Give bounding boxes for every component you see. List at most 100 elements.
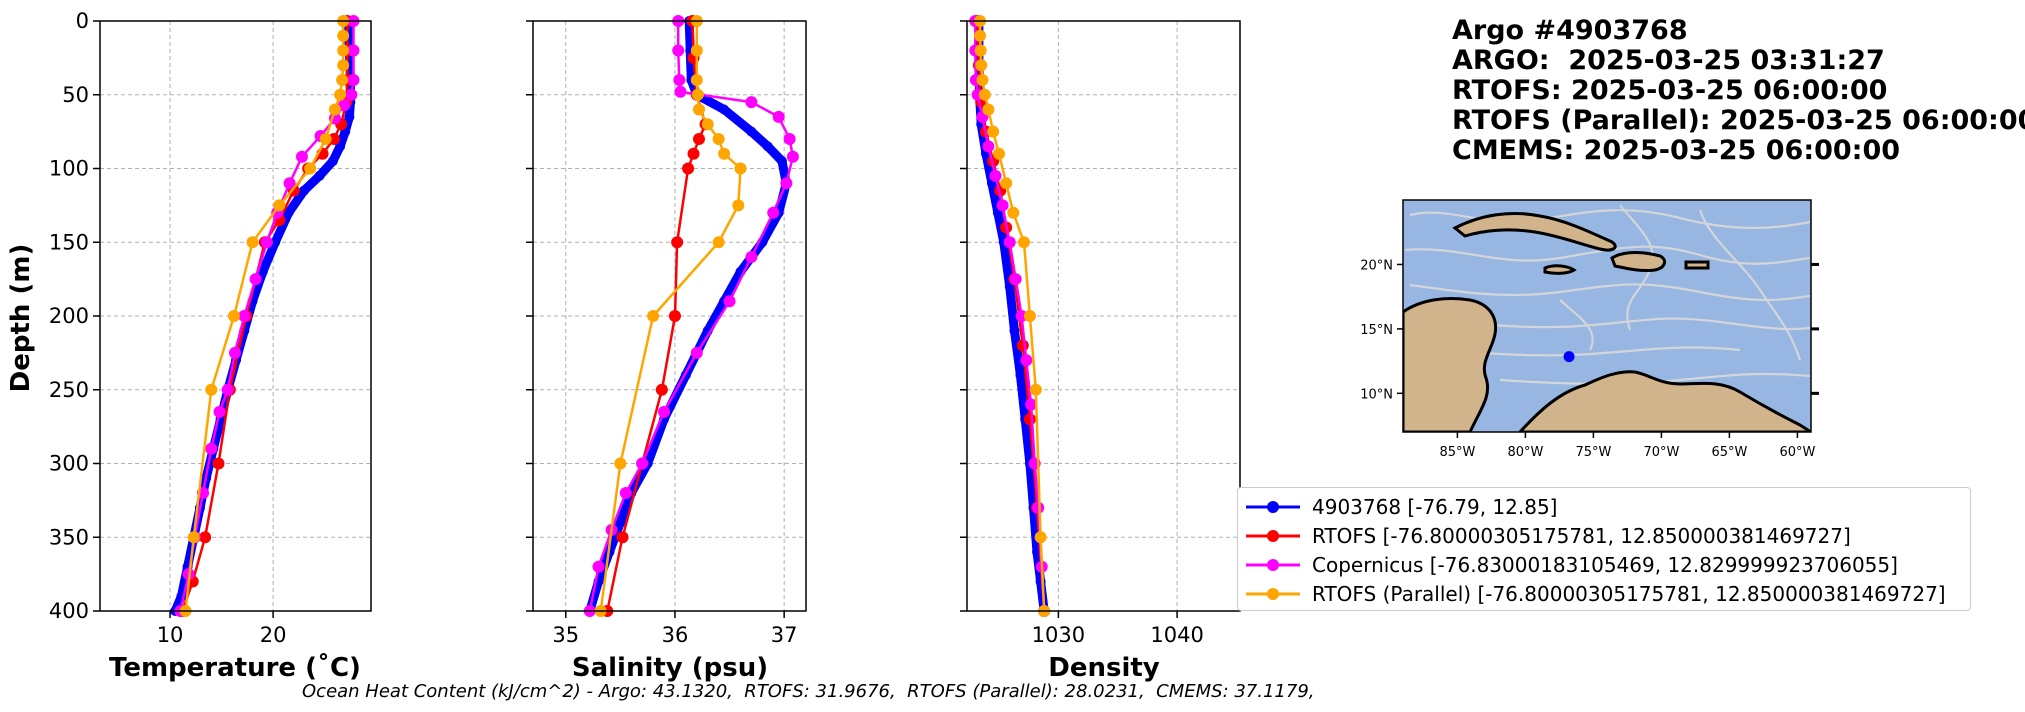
data-point	[304, 162, 317, 175]
data-point	[974, 44, 987, 57]
series-line	[978, 21, 1046, 612]
data-point	[783, 133, 796, 145]
data-point	[673, 74, 686, 86]
data-point	[647, 310, 660, 322]
data-point	[745, 96, 758, 109]
data-point	[205, 442, 218, 455]
x-tick-label: 10	[157, 623, 184, 647]
data-point	[1020, 354, 1033, 367]
map-lon-label: 70°W	[1643, 445, 1679, 460]
data-point	[982, 103, 995, 116]
data-point	[712, 236, 725, 249]
data-point	[978, 88, 991, 101]
data-point	[712, 133, 725, 145]
x-tick-label: 20	[260, 623, 287, 647]
data-point	[213, 405, 226, 418]
data-point	[701, 118, 714, 131]
ocean-heat-content-footer: Ocean Heat Content (kJ/cm^2) - Argo: 43.…	[302, 681, 1315, 702]
data-point	[674, 85, 687, 98]
data-point	[249, 273, 262, 286]
data-point	[334, 88, 347, 101]
data-point	[1003, 236, 1016, 249]
data-point	[238, 310, 251, 322]
data-point	[690, 74, 703, 86]
data-point	[299, 185, 310, 196]
data-point	[327, 133, 340, 145]
data-point	[987, 125, 1000, 138]
map-lon-label: 65°W	[1711, 445, 1747, 460]
data-point	[1017, 236, 1030, 249]
data-point	[776, 156, 787, 167]
data-point	[996, 199, 1009, 212]
map-lon-label: 60°W	[1779, 445, 1815, 460]
data-point	[337, 44, 350, 57]
y-tick-label: 200	[49, 304, 89, 328]
data-point	[615, 517, 626, 528]
data-point	[1009, 273, 1022, 286]
series-density-3	[974, 15, 1051, 617]
data-point	[1029, 383, 1042, 396]
panel-density: 1030 1040	[960, 15, 1241, 647]
data-point	[786, 150, 799, 163]
data-point	[734, 162, 747, 175]
map-lat-label: 20°N	[1360, 258, 1393, 273]
data-point	[655, 383, 668, 396]
data-point	[668, 310, 681, 322]
data-point	[682, 162, 695, 175]
data-point	[690, 346, 703, 359]
map-lon-label: 85°W	[1439, 445, 1475, 460]
data-point	[205, 383, 218, 396]
data-point	[347, 44, 360, 57]
data-point	[273, 199, 286, 212]
data-point	[212, 457, 225, 470]
x-tick-label: 36	[662, 623, 689, 647]
legend-swatch-rtofs	[1246, 529, 1300, 542]
data-point	[283, 207, 294, 218]
data-point	[187, 531, 200, 544]
legend-label-rtofs: RTOFS [-76.80000305175781, 12.8500003814…	[1312, 523, 1851, 548]
data-point	[337, 29, 350, 42]
y-tick-label: 400	[49, 599, 89, 623]
location-map: 85°W 80°W 75°W 70°W 65°W 60°W 20°N 15°N 10°N	[1360, 199, 1819, 460]
legend-swatch-copernicus	[1246, 558, 1300, 571]
data-point	[982, 140, 995, 153]
data-point	[246, 236, 259, 249]
title-argo-time: ARGO: 2025-03-25 03:31:27	[1452, 45, 1885, 76]
data-point	[592, 560, 605, 573]
map-lat-label: 15°N	[1360, 323, 1393, 338]
legend-swatch-rtofs-parallel	[1246, 587, 1300, 600]
x-axis-label-density: Density	[1048, 653, 1160, 683]
data-point	[227, 310, 240, 322]
data-point	[199, 531, 212, 544]
title-rtofs-parallel-time: RTOFS (Parallel): 2025-03-25 06:00:00	[1452, 105, 2025, 136]
map-lon-label: 80°W	[1507, 445, 1543, 460]
legend-item-rtofs: RTOFS [-76.80000305175781, 12.8500003814…	[1238, 521, 1970, 550]
data-point	[260, 236, 273, 249]
data-point	[336, 74, 349, 86]
map-lat-label: 10°N	[1360, 387, 1393, 402]
data-point	[989, 169, 1002, 182]
legend-swatch-argo	[1246, 500, 1300, 513]
title-rtofs-time: RTOFS: 2025-03-25 06:00:00	[1452, 75, 1888, 106]
y-tick-label: 100	[49, 157, 89, 181]
data-point	[672, 44, 685, 57]
x-axis-label-salinity: Salinity (psu)	[572, 653, 768, 683]
x-tick-label: 35	[552, 623, 579, 647]
data-point	[780, 177, 793, 190]
legend-item-argo: 4903768 [-76.79, 12.85]	[1238, 492, 1970, 521]
data-point	[314, 170, 325, 181]
land-masses	[1403, 211, 1811, 432]
data-point	[1000, 177, 1013, 190]
data-point	[338, 99, 351, 112]
data-point	[1016, 339, 1029, 352]
data-point	[345, 88, 358, 101]
data-point	[691, 88, 704, 101]
y-tick-label: 150	[49, 230, 89, 254]
x-axis-label-temperature: Temperature (˚C)	[109, 652, 361, 683]
argo-location-marker	[1563, 351, 1575, 363]
data-point	[347, 74, 360, 86]
jamaica	[1543, 264, 1577, 275]
data-point	[328, 103, 341, 116]
legend-item-copernicus: Copernicus [-76.83000183105469, 12.82999…	[1238, 550, 1970, 579]
data-point	[690, 44, 703, 57]
